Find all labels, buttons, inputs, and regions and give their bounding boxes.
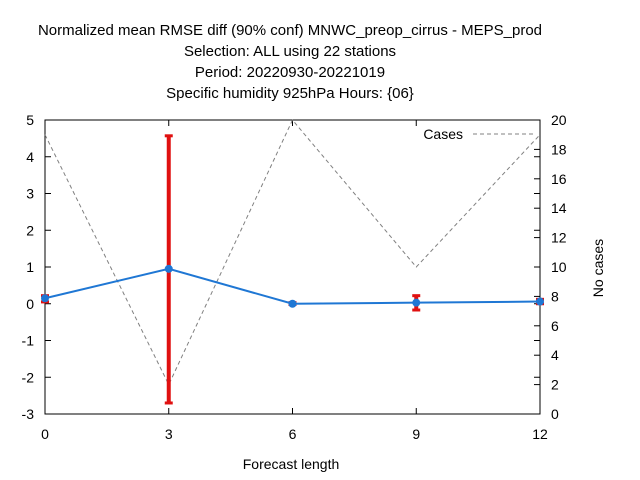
y-tick-label: 3 <box>26 186 34 202</box>
cases-line <box>44 119 541 386</box>
y2-tick-label: 6 <box>551 318 559 334</box>
data-point <box>41 294 49 303</box>
y2-tick-label: 10 <box>551 259 567 275</box>
legend-label: Cases <box>423 126 463 142</box>
title-line: Normalized mean RMSE diff (90% conf) MNW… <box>38 22 542 39</box>
x-tick-label: 6 <box>289 426 297 442</box>
x-tick-label: 12 <box>532 426 548 442</box>
y-tick-label: -1 <box>22 333 35 349</box>
y2-tick-label: 8 <box>551 288 559 304</box>
x-axis-label: Forecast length <box>243 456 340 472</box>
plot-area <box>44 119 541 415</box>
x-tick-label: 9 <box>412 426 420 442</box>
title-line: Period: 20220930-20221019 <box>195 64 385 81</box>
y2-tick-label: 0 <box>551 406 559 422</box>
y-tick-label: -3 <box>22 406 35 422</box>
data-point <box>412 298 421 307</box>
y2-tick-label: 20 <box>551 112 567 128</box>
x-axis: 0 3 6 9 12 <box>41 120 548 442</box>
data-point <box>288 299 297 308</box>
y2-tick-label: 12 <box>551 230 567 246</box>
data-point <box>164 264 173 273</box>
y-axis: -3 -2 -1 0 1 2 3 4 5 <box>22 112 540 422</box>
y-tick-label: -2 <box>22 369 35 385</box>
y2-tick-label: 4 <box>551 347 559 363</box>
y2-tick-label: 16 <box>551 171 567 187</box>
chart-title: Normalized mean RMSE diff (90% conf) MNW… <box>38 22 542 102</box>
title-line: Selection: ALL using 22 stations <box>184 43 396 60</box>
y2-axis-label: No cases <box>590 239 606 297</box>
y-tick-label: 0 <box>26 296 34 312</box>
y2-axis: 0 2 4 6 8 10 12 14 16 18 20 <box>534 112 567 422</box>
y2-tick-label: 2 <box>551 377 559 393</box>
y-tick-label: 1 <box>26 259 34 275</box>
y-tick-label: 4 <box>26 149 34 165</box>
y-tick-label: 2 <box>26 222 34 238</box>
y2-tick-label: 14 <box>551 200 567 216</box>
rmse-diff-line <box>44 267 541 305</box>
x-tick-label: 3 <box>165 426 173 442</box>
y2-tick-label: 18 <box>551 141 567 157</box>
data-point <box>536 297 544 306</box>
x-tick-label: 0 <box>41 426 49 442</box>
title-line: Specific humidity 925hPa Hours: {06} <box>166 85 414 102</box>
legend: Cases <box>423 126 533 142</box>
y-tick-label: 5 <box>26 112 34 128</box>
series-layer <box>41 119 544 405</box>
